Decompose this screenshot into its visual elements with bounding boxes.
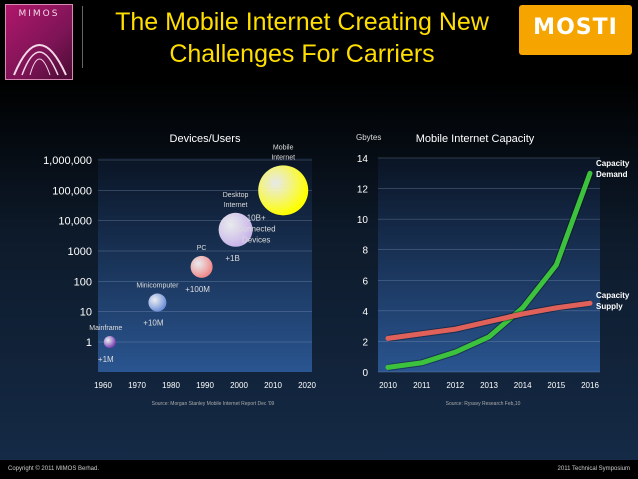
chart1-y-tick-label: 1 [86,337,92,349]
chart2-data-point [487,320,491,324]
page-title: The Mobile Internet Creating New Challen… [92,6,512,70]
chart1-y-tick-label: 100,000 [52,185,92,197]
chart1-x-tick-label: 2010 [264,381,282,390]
chart1-source: Source: Morgan Stanley Mobile Internet R… [152,401,275,407]
chart1-point-label: PC [197,245,207,252]
chart2-data-point [420,361,424,365]
chart2-data-point [554,306,558,310]
chart1-x-tick-label: 1990 [196,381,214,390]
chart1-point-label: Mobile [273,144,294,151]
mimos-logo-text: MIMOS [18,9,60,19]
chart2-series-label: Capacity [596,159,630,168]
chart1-bubble [148,293,167,312]
chart1-y-tick-label: 10,000 [58,216,92,228]
chart2-series-label: Supply [596,302,623,311]
chart1-point-annotation: +1M [98,355,114,364]
page-title-line2: Challenges For Carriers [169,40,435,68]
header-divider [82,6,83,68]
footer-event: 2011 Technical Symposium [557,466,630,472]
chart1-point-label: Minicomputer [136,283,179,290]
chart2-data-point [521,312,525,316]
chart2-data-point [554,263,558,267]
chart2-series-label: Demand [596,170,628,179]
chart2-data-point [420,332,424,336]
chart2-data-point [588,171,592,175]
chart2-x-tick-label: 2012 [446,381,464,390]
chart1-point-annotation: Connected [237,224,276,233]
chart2-data-point [487,335,491,339]
mimos-logo: MIMOS [5,4,73,80]
chart1-bubble [103,336,116,348]
chart2-source: Source: Rysavy Research Feb,10 [446,401,521,407]
chart1-bubble [258,165,309,216]
chart2-x-tick-label: 2011 [413,381,431,390]
chart1-point-label: Internet [271,154,295,161]
chart1-point-label: Mainframe [89,325,122,332]
chart2-data-point [386,336,390,340]
chart2-data-point [588,301,592,305]
chart2-x-tick-label: 2014 [514,381,532,390]
chart1-bubble [218,212,253,247]
chart2-y-tick-label: 8 [362,246,368,257]
chart1-point-annotation: 10B+ [247,213,266,222]
chart2-y-tick-label: 14 [357,154,369,165]
chart1-x-tick-label: 1970 [128,381,146,390]
chart2-data-point [386,365,390,369]
mimos-arc-icon [13,44,67,76]
chart2-y-tick-label: 0 [362,368,368,379]
chart2-data-point [521,306,525,310]
chart2-y-tick-label: 12 [357,185,369,196]
chart1-x-tick-label: 2000 [230,381,248,390]
chart1-point-annotation: +10M [143,319,164,328]
chart2-data-point [453,327,457,331]
footer-copyright: Copyright © 2011 MIMOS Berhad. [8,466,100,472]
chart2-data-point [453,350,457,354]
chart1-y-tick-label: 1,000,000 [43,155,92,167]
mosti-logo-text: MOSTI [533,15,618,40]
chart1-y-tick-label: 1000 [68,246,92,258]
chart2-x-tick-label: 2010 [379,381,397,390]
chart2-series-label: Capacity [596,291,630,300]
chart2-y-tick-label: 4 [362,307,368,318]
chart1-x-tick-label: 2020 [298,381,316,390]
chart1-x-tick-label: 1960 [94,381,112,390]
chart2-y-axis-label: Gbytes [356,133,381,142]
chart2-y-tick-label: 6 [362,276,368,287]
chart2-x-tick-label: 2016 [581,381,599,390]
page-title-line1: The Mobile Internet Creating New [115,8,489,36]
header: MIMOS The Mobile Internet Creating New C… [0,0,638,82]
chart2-x-tick-label: 2015 [547,381,565,390]
chart2-title: Mobile Internet Capacity [416,133,535,145]
mosti-logo: MOSTI [519,5,632,55]
chart1-x-tick-label: 1980 [162,381,180,390]
chart2-x-tick-label: 2013 [480,381,498,390]
chart1-point-label: Desktop [223,192,249,199]
chart1-y-tick-label: 10 [80,307,92,319]
chart1-point-annotation: +100M [185,285,210,294]
chart1-title: Devices/Users [170,133,241,145]
chart1-point-annotation: Devices [242,235,270,244]
chart1-point-annotation: +1B [225,254,239,263]
chart2-y-tick-label: 10 [357,215,369,226]
chart1-y-tick-label: 100 [74,276,92,288]
chart1-bubble [190,255,213,278]
chart1-point-label: Internet [224,202,248,209]
chart2-y-tick-label: 2 [362,337,368,348]
